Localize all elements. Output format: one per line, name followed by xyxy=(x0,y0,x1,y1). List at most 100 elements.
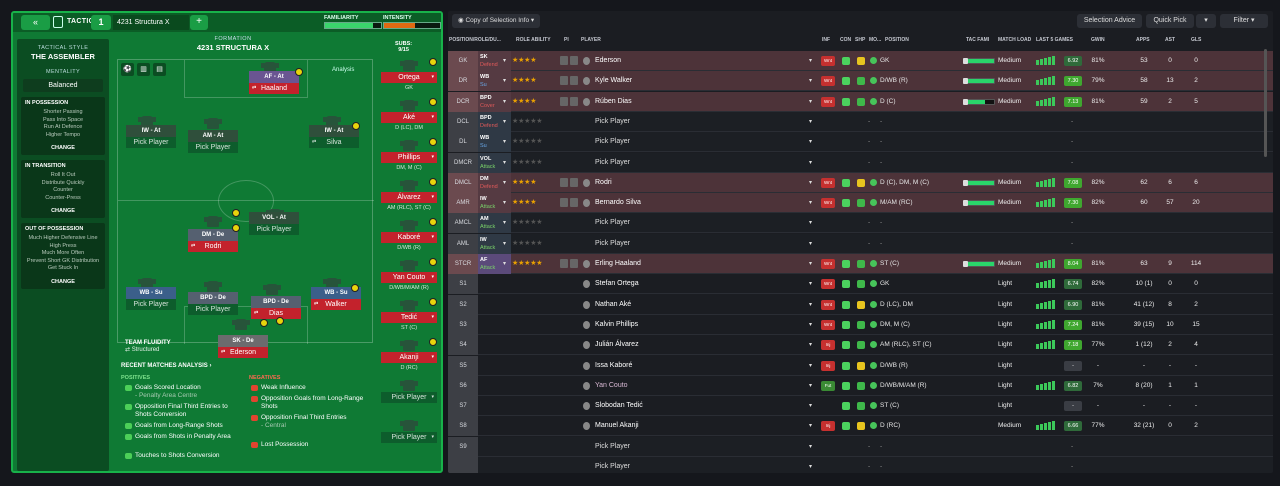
table-row[interactable]: STCR AF Attack ▾ ★★★★★ Erling Haaland ▾ Wnt ST (… xyxy=(448,254,1273,274)
chevron-down-icon[interactable]: ▾ xyxy=(503,139,507,146)
player-name[interactable]: Bernardo Silva xyxy=(595,199,641,207)
sub-card[interactable]: Álvarez ▾ xyxy=(381,192,437,203)
col-ast[interactable]: AST xyxy=(1165,37,1175,43)
player-name[interactable]: Kalvin Phillips xyxy=(595,320,639,328)
role-cell[interactable]: BPD Cover xyxy=(478,91,511,112)
chevron-down-icon[interactable]: ▾ xyxy=(809,301,813,308)
pitch-card-af[interactable]: AF - At ⇄ Haaland xyxy=(249,71,299,94)
opposition-instructions-icon[interactable] xyxy=(570,198,578,208)
change-in-possession-button[interactable]: CHANGE xyxy=(51,145,75,151)
player-instructions-icon[interactable] xyxy=(560,198,568,208)
pitch-view-icon[interactable]: ⚽ xyxy=(121,63,134,76)
player-name[interactable]: Kyle Walker xyxy=(595,77,633,85)
chevron-down-icon[interactable]: ▾ xyxy=(503,159,507,166)
col-pi[interactable]: PI xyxy=(564,37,569,43)
col-inf[interactable]: INF xyxy=(822,37,831,43)
copy-selection-dropdown[interactable]: ◉ Copy of Selection Info ▾ xyxy=(452,14,541,28)
col-ability[interactable]: ROLE ABILITY xyxy=(516,37,551,43)
familiarity-bar[interactable] xyxy=(324,22,382,29)
col-tac[interactable]: TAC FAMI xyxy=(966,37,990,43)
sub-card[interactable]: Yan Couto ▾ xyxy=(381,272,437,283)
pick-player[interactable]: Pick Player xyxy=(595,463,631,470)
col-gls[interactable]: GLS xyxy=(1191,37,1202,43)
table-row[interactable]: S3 Kalvin Phillips ▾ Wnt DM, M (C) Light 7.24 8… xyxy=(448,314,1273,335)
table-row[interactable]: DMCR VOL Attack ▾ ★★★★★ Pick Player ▾ - - - xyxy=(448,152,1273,173)
pitch-card-vol[interactable]: VOL - At Pick Player xyxy=(249,212,299,235)
intensity-bar[interactable] xyxy=(383,22,441,29)
pitch-card-wb-left[interactable]: WB - Su Pick Player xyxy=(126,287,176,310)
tactic-slot[interactable]: 1 xyxy=(91,15,111,30)
opposition-instructions-icon[interactable] xyxy=(570,56,578,65)
pitch-card-wb-right[interactable]: WB - Su ⇄ Walker xyxy=(311,287,361,310)
table-row[interactable]: DMCL DM Defend ▾ ★★★★ Rodri ▾ Wnt D (C), DM, M (… xyxy=(448,172,1273,193)
col-shp[interactable]: SHP xyxy=(855,37,866,43)
role-cell[interactable]: BPD Defend xyxy=(478,111,511,132)
player-name[interactable]: Issa Kaboré xyxy=(595,361,633,369)
role-cell[interactable]: VOL Attack xyxy=(478,152,511,173)
pick-player[interactable]: Pick Player xyxy=(595,219,631,227)
tactical-style-name[interactable]: THE ASSEMBLER xyxy=(31,52,95,61)
player-name[interactable]: Rodri xyxy=(595,178,612,186)
pitch-card-am[interactable]: AM - At Pick Player xyxy=(188,130,238,153)
player-name[interactable]: Stefan Ortega xyxy=(595,280,639,288)
chevron-down-icon[interactable]: ▾ xyxy=(809,261,813,267)
chevron-down-icon[interactable]: ▾ xyxy=(809,98,813,105)
col-con[interactable]: CON xyxy=(840,37,852,43)
sub-card[interactable]: Akanji ▾ xyxy=(381,352,437,363)
table-row[interactable]: S9 Pick Player ▾ - - - xyxy=(448,436,1273,457)
col-last5[interactable]: LAST 5 GAMES xyxy=(1036,37,1073,43)
tactic-name[interactable]: 4231 Structura X xyxy=(113,15,189,30)
opposition-instructions-icon[interactable] xyxy=(570,177,578,187)
player-instructions-icon[interactable] xyxy=(560,96,568,106)
mentality-select[interactable]: Balanced xyxy=(23,79,103,92)
chevron-down-icon[interactable]: ▾ xyxy=(503,261,507,267)
table-row[interactable]: DL WB Su ▾ ★★★★★ Pick Player ▾ - - - xyxy=(448,132,1273,153)
chevron-down-icon[interactable]: ▾ xyxy=(809,159,813,166)
table-row[interactable]: S4 Julián Álvarez ▾ Inj AM (RLC), ST (C) Ligh… xyxy=(448,335,1273,356)
chevron-down-icon[interactable]: ▾ xyxy=(809,342,813,349)
player-instructions-icon[interactable] xyxy=(560,177,568,187)
opposition-instructions-icon[interactable] xyxy=(570,76,578,86)
table-row[interactable]: S1 Stefan Ortega ▾ Wnt GK Light 6.74 82% 10 (1) 0… xyxy=(448,274,1273,295)
chevron-down-icon[interactable]: ▾ xyxy=(809,78,813,85)
pick-player[interactable]: Pick Player xyxy=(595,442,631,450)
opposition-instructions-icon[interactable] xyxy=(570,259,578,268)
chevron-down-icon[interactable]: ▾ xyxy=(809,200,813,207)
sub-card[interactable]: Ortega ▾ xyxy=(381,72,437,83)
chevron-down-icon[interactable]: ▾ xyxy=(503,240,507,247)
chevron-down-icon[interactable]: ▾ xyxy=(503,98,507,105)
player-name[interactable]: Nathan Aké xyxy=(595,300,632,308)
right-scrollbar[interactable] xyxy=(1264,49,1267,157)
table-row[interactable]: S5 Issa Kaboré ▾ Inj D/WB (R) Light - - - - - xyxy=(448,355,1273,376)
chevron-down-icon[interactable]: ▾ xyxy=(809,281,813,288)
pick-player[interactable]: Pick Player xyxy=(595,239,631,247)
sub-card[interactable]: Pick Player ▾ xyxy=(381,432,437,443)
chevron-down-icon[interactable]: ▾ xyxy=(809,403,813,410)
player-name[interactable]: Yan Couto xyxy=(595,381,628,389)
chevron-down-icon[interactable]: ▾ xyxy=(809,58,813,64)
pitch-card-sk[interactable]: SK - De ⇄ Ederson xyxy=(218,335,268,358)
filter-button[interactable]: Filter ▾ xyxy=(1220,14,1268,28)
pitch-card-iw-left[interactable]: IW - At Pick Player xyxy=(126,125,176,148)
table-row[interactable]: GK SK Defend ▾ ★★★★ Ederson ▾ Wnt GK Medium 6.92 81… xyxy=(448,51,1273,71)
table-row[interactable]: DCR BPD Cover ▾ ★★★★ Rúben Dias ▾ Wnt D (C) Mediu… xyxy=(448,91,1273,112)
selection-advice-button[interactable]: Selection Advice xyxy=(1077,14,1142,28)
table-row[interactable]: DCL BPD Defend ▾ ★★★★★ Pick Player ▾ - - - xyxy=(448,111,1273,132)
pick-player[interactable]: Pick Player xyxy=(595,158,631,166)
player-name[interactable]: Erling Haaland xyxy=(595,260,641,267)
col-apps[interactable]: APPS xyxy=(1136,37,1150,43)
player-name[interactable]: Slobodan Tedić xyxy=(595,402,643,410)
player-name[interactable]: Ederson xyxy=(595,57,622,64)
pitch-card-bpd-right[interactable]: BPD - De ⇄ Dias xyxy=(251,296,301,319)
chevron-down-icon[interactable]: ▾ xyxy=(503,200,507,207)
table-row[interactable]: AML IW Attack ▾ ★★★★★ Pick Player ▾ - - - xyxy=(448,233,1273,254)
pitch-card-bpd-left[interactable]: BPD - De Pick Player xyxy=(188,292,238,315)
chevron-down-icon[interactable]: ▾ xyxy=(809,220,813,227)
col-position[interactable]: POSITION xyxy=(885,37,909,43)
back-button[interactable]: « xyxy=(21,15,50,30)
col-gwin[interactable]: GWIN xyxy=(1091,37,1105,43)
table-row[interactable]: S8 Manuel Akanji ▾ Inj D (RC) Medium 6.66 77% 32… xyxy=(448,416,1273,437)
table-row[interactable]: S7 Slobodan Tedić ▾ ST (C) Light - - - - - xyxy=(448,396,1273,417)
analysis-toggle[interactable]: Analysis xyxy=(332,67,355,73)
role-cell[interactable]: AF Attack xyxy=(478,254,511,274)
